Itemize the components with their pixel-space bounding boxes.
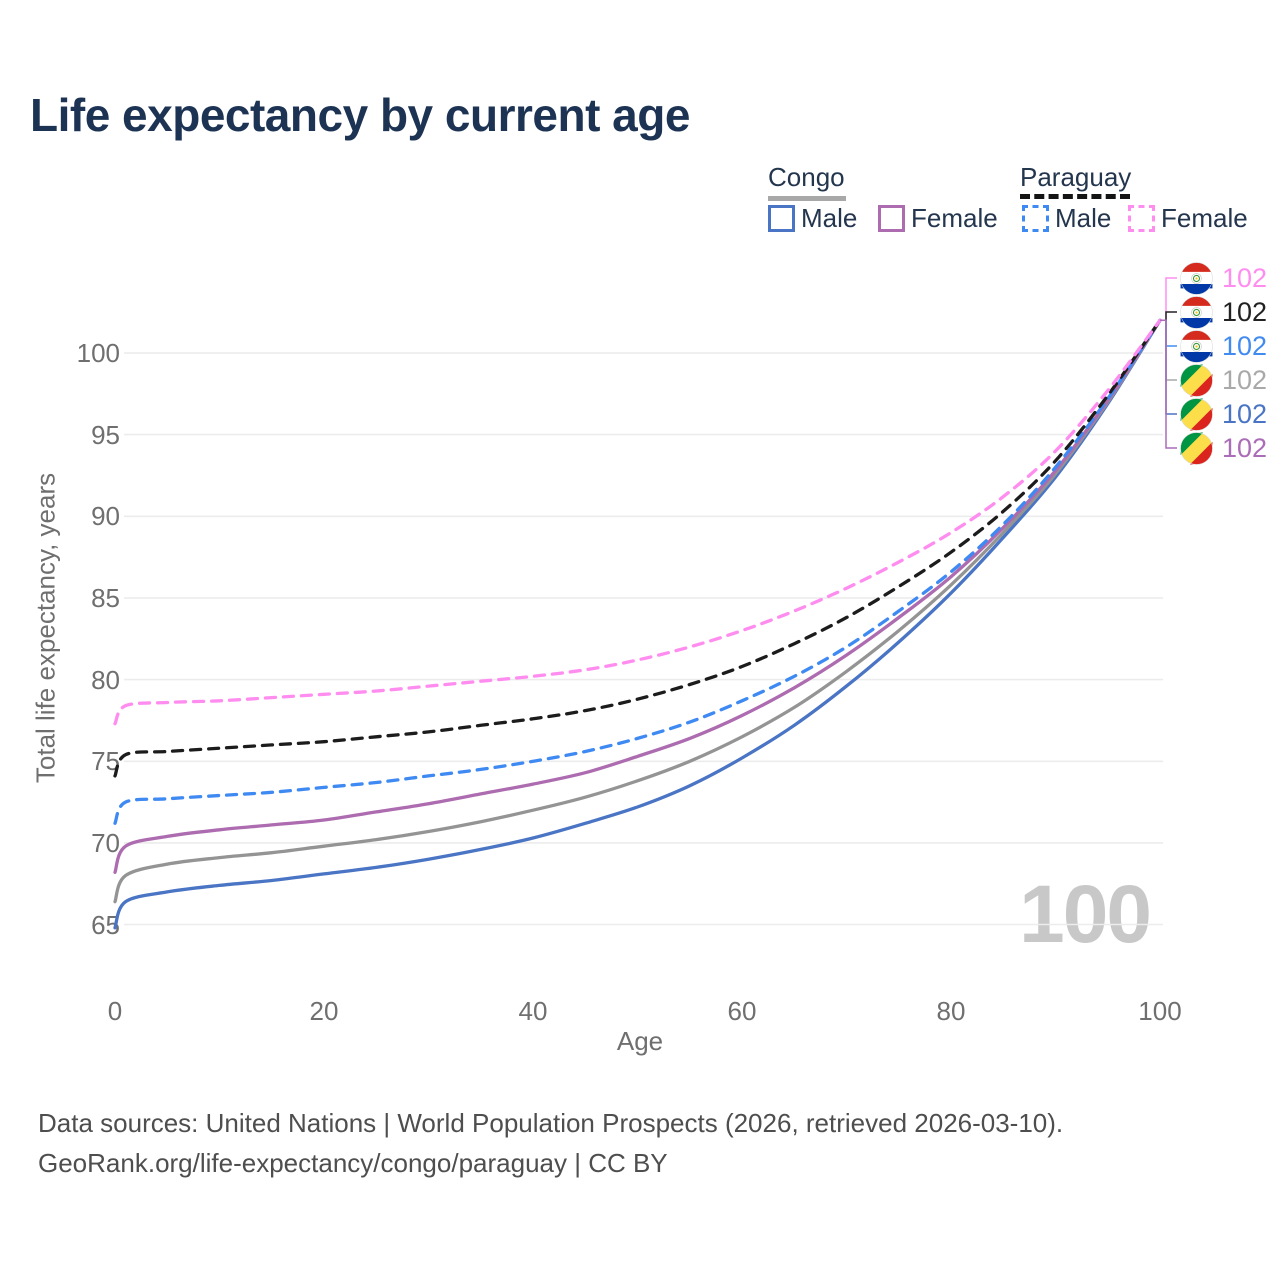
paraguay-flag-icon (1180, 329, 1213, 363)
legend-congo-line-sample (768, 196, 846, 201)
y-tick-label: 75 (91, 746, 120, 777)
legend-item-congo-female[interactable]: Female (878, 203, 998, 234)
attribution-link-text: GeoRank.org/life-expectancy/congo/paragu… (38, 1148, 668, 1178)
paraguay-flag-icon (1180, 261, 1213, 295)
paraguay-male-swatch-icon (1022, 205, 1049, 232)
watermark-age-counter: 100 (1019, 869, 1152, 960)
paraguay-flag-icon (1180, 295, 1213, 329)
leader-line-paraguay_female (1160, 277, 1177, 322)
end-value-label: 102 (1222, 262, 1268, 293)
x-tick-label: 100 (1138, 996, 1182, 1026)
legend-item-paraguay-male[interactable]: Male (1022, 203, 1111, 234)
end-value-label: 102 (1222, 364, 1268, 395)
leader-line-paraguay_male (1160, 319, 1177, 347)
y-tick-label: 85 (91, 582, 120, 613)
y-tick-label: 90 (91, 501, 120, 532)
congo-male-swatch-icon (768, 205, 795, 232)
end-label-leader-lines (1160, 277, 1177, 449)
series-line-paraguay_male (113, 318, 1162, 825)
y-tick-label: 95 (91, 419, 120, 450)
end-label-congo_total: 102 (1180, 363, 1268, 397)
y-tick-label: 100 (76, 338, 120, 368)
x-axis-title: Age (616, 1026, 664, 1056)
end-value-label: 102 (1222, 432, 1268, 463)
y-tick-label: 65 (91, 909, 120, 940)
legend-group-congo[interactable]: Congo (768, 162, 845, 192)
congo-flag-icon (1180, 397, 1213, 431)
series-line-paraguay_total (113, 318, 1162, 778)
legend-item-label: Female (1161, 203, 1248, 233)
leader-line-congo_male (1160, 319, 1177, 415)
leader-line-congo_female (1160, 319, 1177, 449)
legend-group-paraguay[interactable]: Paraguay (1020, 162, 1132, 192)
leader-line-paraguay_total (1160, 311, 1177, 322)
end-value-label: 102 (1222, 330, 1268, 361)
series-lines (113, 318, 1162, 930)
end-value-label: 102 (1222, 398, 1268, 429)
series-line-congo_female (113, 318, 1162, 874)
x-tick-label: 60 (727, 996, 757, 1026)
end-label-congo_female: 102 (1180, 431, 1268, 465)
legend-item-label: Male (1055, 203, 1112, 233)
y-tick-label: 80 (91, 664, 120, 695)
page-title: Life expectancy by current age (30, 89, 690, 141)
x-tick-label: 0 (107, 996, 123, 1026)
x-tick-label: 40 (518, 996, 548, 1026)
series-line-paraguay_female (113, 318, 1162, 726)
end-value-label: 102 (1222, 296, 1268, 327)
series-line-congo_male (113, 318, 1162, 930)
legend-item-label: Male (801, 203, 858, 233)
congo-flag-icon (1180, 363, 1213, 397)
leader-line-congo_total (1160, 319, 1177, 381)
legend-item-congo-male[interactable]: Male (768, 203, 857, 234)
end-label-paraguay_total: 102 (1180, 295, 1268, 329)
y-tick-label: 70 (91, 827, 120, 858)
x-tick-label: 80 (936, 996, 966, 1026)
legend-item-paraguay-female[interactable]: Female (1128, 203, 1248, 234)
congo-female-swatch-icon (878, 205, 905, 232)
gridlines (124, 352, 1163, 926)
legend-paraguay-line-sample (1020, 194, 1130, 199)
series-line-congo_total (113, 318, 1162, 904)
legend-item-label: Female (911, 203, 998, 233)
end-label-paraguay_female: 102 (1180, 261, 1268, 295)
paraguay-female-swatch-icon (1128, 205, 1155, 232)
end-label-paraguay_male: 102 (1180, 329, 1268, 363)
data-sources-text: Data sources: United Nations | World Pop… (38, 1108, 1064, 1138)
congo-flag-icon (1180, 431, 1213, 465)
x-tick-label: 20 (309, 996, 339, 1026)
end-label-congo_male: 102 (1180, 397, 1268, 431)
